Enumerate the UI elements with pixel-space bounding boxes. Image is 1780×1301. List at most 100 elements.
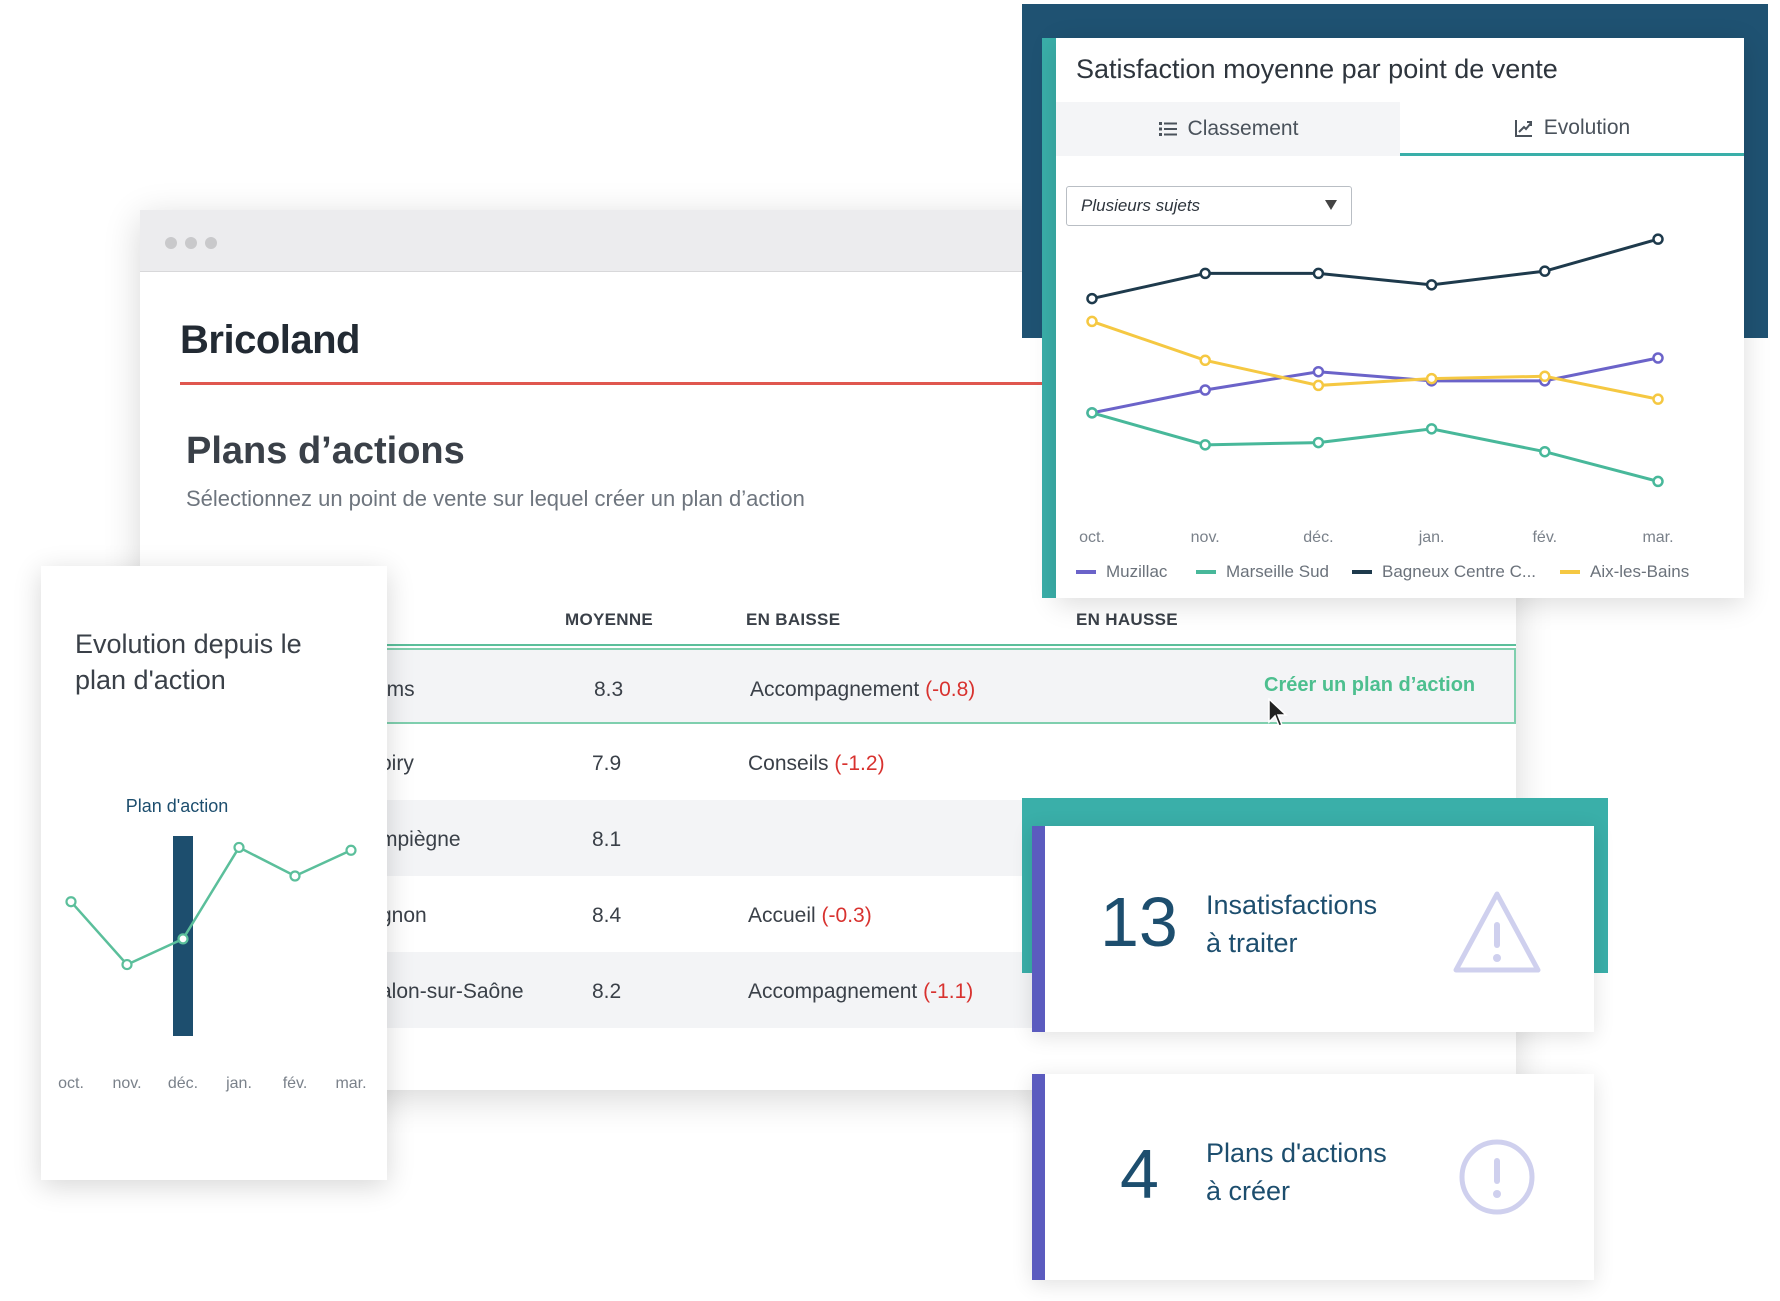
data-point	[1199, 439, 1211, 451]
x-tick-label: oct.	[1079, 529, 1105, 546]
subject-select-value: Plusieurs sujets	[1081, 196, 1201, 215]
row-down: Conseils (-1.2)	[748, 752, 885, 776]
series-line	[70, 845, 352, 967]
x-tick-label: fév.	[283, 1075, 308, 1092]
satisfaction-panel-title: Satisfaction moyenne par point de vente	[1076, 54, 1558, 84]
legend-label: Bagneux Centre C...	[1382, 562, 1537, 581]
legend-label: Muzillac	[1106, 562, 1168, 581]
data-point	[1312, 267, 1325, 280]
row-average: 8.2	[592, 980, 622, 1003]
kpi-value: 4	[1120, 1135, 1159, 1213]
legend-item[interactable]: Muzillac	[1076, 562, 1167, 582]
data-point	[1086, 292, 1098, 305]
row-down-delta: (-1.1)	[923, 980, 974, 1003]
evolution-card-title: Evolution depuis le plan d'action	[75, 629, 302, 695]
data-point	[1425, 423, 1438, 435]
panel-accent-bar	[1042, 38, 1056, 598]
kpi-label-line: Plans d'actions	[1206, 1138, 1387, 1168]
subject-select[interactable]: Plusieurs sujets	[1066, 186, 1352, 226]
satisfaction-tabs: Classement Evolution	[1056, 102, 1744, 156]
row-down-delta: (-1.2)	[834, 752, 885, 775]
x-tick-label: nov.	[112, 1075, 141, 1092]
table-row[interactable]: oiry 7.9 Conseils (-1.2)	[140, 724, 1516, 800]
x-tick-label: mar.	[335, 1075, 366, 1092]
data-point	[1199, 267, 1211, 280]
window-dot[interactable]	[205, 237, 217, 249]
data-point	[121, 958, 133, 971]
legend-item[interactable]: Bagneux Centre C...	[1352, 562, 1536, 582]
kpi-accent-bar	[1032, 1074, 1045, 1280]
data-point	[1086, 407, 1098, 419]
row-down: Accompagnement (-1.1)	[748, 980, 973, 1004]
tab-label: Classement	[1187, 117, 1299, 140]
data-point	[65, 896, 77, 908]
row-average: 8.1	[592, 828, 622, 851]
brand-logo: Bricoland	[180, 318, 360, 362]
tab-classement[interactable]: Classement	[1056, 102, 1400, 156]
row-store: alon-sur-Saône	[380, 980, 524, 1003]
col-header-down[interactable]: EN BAISSE	[746, 610, 841, 629]
kpi-value: 13	[1100, 883, 1178, 961]
data-point	[1539, 370, 1551, 383]
page-subtitle: Sélectionnez un point de vente sur leque…	[186, 486, 805, 511]
x-tick-label: jan.	[225, 1075, 252, 1092]
kpi-label: Insatisfactions à traiter	[1206, 886, 1377, 962]
page-title: Plans d’actions	[186, 430, 465, 472]
x-tick-label: mar.	[1642, 529, 1673, 546]
row-average: 8.4	[592, 904, 622, 927]
row-down-topic: Accompagnement	[750, 678, 920, 701]
kpi-label-line: Insatisfactions	[1206, 890, 1378, 920]
tab-label: Evolution	[1543, 115, 1631, 139]
row-store: ims	[382, 678, 415, 701]
list-icon	[1158, 122, 1177, 136]
legend-swatch	[1196, 570, 1216, 574]
table-header-divider	[140, 644, 1516, 646]
marker-label: Plan d'action	[126, 796, 229, 816]
row-down: Accueil (-0.3)	[748, 904, 872, 928]
exclamation-circle-icon	[1459, 1139, 1535, 1215]
series-line	[1091, 320, 1659, 401]
data-point	[1199, 384, 1211, 396]
legend-swatch	[1352, 570, 1372, 574]
col-header-up[interactable]: EN HAUSSE	[1076, 610, 1178, 629]
data-point	[1199, 354, 1211, 367]
data-point	[1425, 372, 1438, 385]
tab-evolution[interactable]: Evolution	[1400, 102, 1744, 156]
line-chart-icon	[1514, 119, 1532, 137]
data-point	[1539, 265, 1551, 277]
window-dot[interactable]	[165, 237, 177, 249]
kpi-label-line: à créer	[1206, 1176, 1291, 1206]
data-point	[1312, 365, 1325, 378]
evolution-card: Evolution depuis le plan d'action Plan d…	[41, 566, 387, 1180]
data-point	[1312, 379, 1325, 392]
kpi-card-plans[interactable]: 4 Plans d'actions à créer	[1032, 1074, 1594, 1280]
data-point	[1652, 352, 1664, 364]
satisfaction-panel: Satisfaction moyenne par point de vente …	[1056, 38, 1744, 598]
row-store: gnon	[380, 904, 427, 927]
legend-label: Aix-les-Bains	[1590, 562, 1690, 581]
row-down-topic: Accueil	[748, 904, 816, 927]
legend-item[interactable]: Aix-les-Bains	[1560, 562, 1689, 582]
data-point	[1652, 233, 1664, 245]
row-down-topic: Accompagnement	[748, 980, 918, 1003]
create-action-plan-link[interactable]: Créer un plan d’action	[1264, 674, 1476, 696]
legend-item[interactable]: Marseille Sud	[1196, 562, 1329, 582]
data-point	[177, 933, 189, 945]
data-point	[1652, 393, 1664, 405]
row-store: mpiègne	[380, 828, 461, 851]
row-down-delta: (-0.8)	[925, 678, 976, 701]
brand-divider	[180, 382, 1370, 385]
evolution-chart: Plan d'action oct. nov. déc. jan. fév. mar.	[58, 796, 366, 1092]
data-point	[1425, 279, 1438, 291]
satisfaction-chart: oct. nov. déc. jan. fév. mar.	[1079, 233, 1674, 546]
data-point	[1312, 436, 1325, 449]
row-average: 8.3	[594, 678, 624, 701]
kpi-label-line: à traiter	[1206, 928, 1298, 958]
data-point	[345, 844, 357, 856]
data-point	[1086, 315, 1098, 328]
dropdown-arrow-icon	[1325, 200, 1337, 210]
kpi-card-insatisfactions[interactable]: 13 Insatisfactions à traiter	[1032, 826, 1594, 1032]
window-dot[interactable]	[185, 237, 197, 249]
table-row[interactable]: gnon 8.4 Accueil (-0.3)	[140, 876, 1516, 952]
col-header-average[interactable]: MOYENNE	[565, 610, 654, 629]
